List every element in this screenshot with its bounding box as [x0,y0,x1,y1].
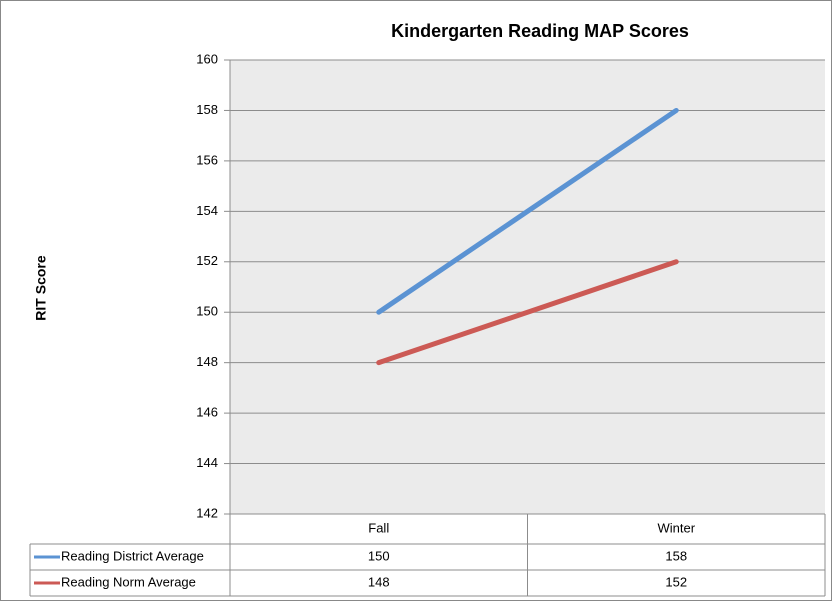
y-tick-label: 148 [196,354,218,369]
legend-label: Reading District Average [61,548,204,563]
table-value: 150 [368,548,390,563]
chart-title: Kindergarten Reading MAP Scores [391,21,689,41]
table-value: 152 [665,574,687,589]
series-line [376,107,679,315]
x-tick-label: Fall [368,520,389,535]
plot-area [230,60,825,514]
y-tick-label: 154 [196,203,218,218]
y-tick-label: 142 [196,505,218,520]
table-value: 148 [368,574,390,589]
table-value: 158 [665,548,687,563]
x-tick-label: Winter [657,520,695,535]
y-tick-label: 156 [196,152,218,167]
y-tick-label: 146 [196,405,218,420]
y-tick-label: 158 [196,102,218,117]
y-tick-label: 152 [196,253,218,268]
y-tick-label: 160 [196,51,218,66]
legend-label: Reading Norm Average [61,574,196,589]
series-line [376,259,679,366]
y-tick-label: 144 [196,455,218,470]
y-tick-label: 150 [196,304,218,319]
y-axis-label: RIT Score [33,255,49,321]
